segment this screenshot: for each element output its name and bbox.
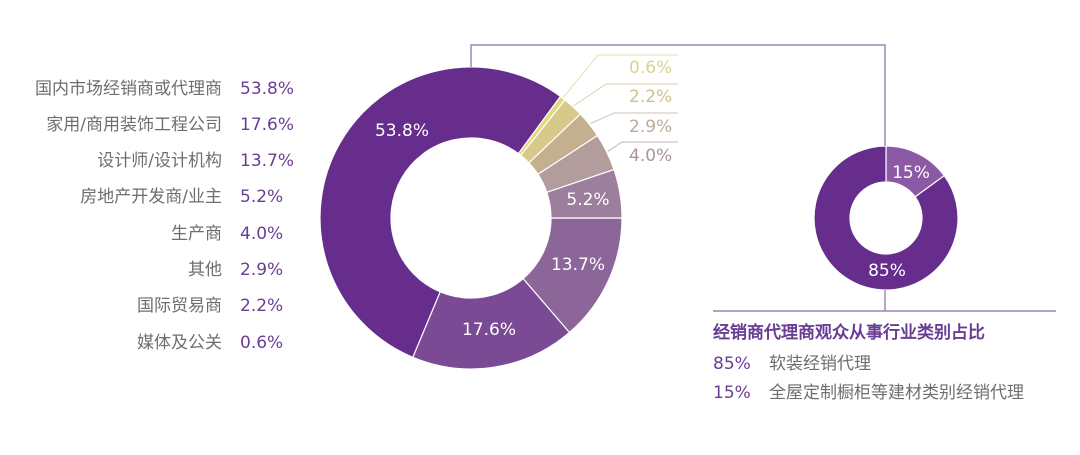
legend-value: 53.8% bbox=[240, 79, 295, 99]
legend-value: 2.9% bbox=[240, 260, 284, 280]
legend-row: 家用/商用装饰工程公司 17.6% bbox=[0, 113, 330, 137]
connector-lines bbox=[470, 44, 1056, 312]
leader-line bbox=[573, 83, 678, 107]
donut-segment bbox=[411, 277, 571, 370]
donut-segment bbox=[319, 66, 562, 359]
main-donut-chart bbox=[319, 66, 623, 370]
segment-label: 85% bbox=[868, 261, 906, 281]
leader-line bbox=[607, 141, 678, 152]
callout-label: 2.2% bbox=[629, 87, 673, 107]
callout-label: 0.6% bbox=[629, 58, 673, 78]
sub-legend-pct: 15% bbox=[713, 383, 751, 403]
segment-label: 53.8% bbox=[374, 121, 430, 141]
sub-donut-chart bbox=[813, 145, 959, 291]
legend-label: 房地产开发商/业主 bbox=[80, 187, 222, 207]
legend-label: 设计师/设计机构 bbox=[97, 151, 222, 171]
legend-row: 生产商 4.0% bbox=[0, 222, 330, 246]
legend-label: 国内市场经销商或代理商 bbox=[35, 79, 222, 99]
bracket-connector bbox=[470, 44, 886, 146]
legend-label: 其他 bbox=[188, 260, 222, 280]
legend-row: 国际贸易商 2.2% bbox=[0, 294, 330, 318]
sub-legend-text: 全屋定制橱柜等建材类别经销代理 bbox=[769, 383, 1024, 403]
legend-value: 17.6% bbox=[240, 115, 295, 135]
legend-row: 设计师/设计机构 13.7% bbox=[0, 149, 330, 173]
callout-label: 4.0% bbox=[629, 146, 673, 166]
legend-value: 0.6% bbox=[240, 333, 284, 353]
legend-label: 国际贸易商 bbox=[137, 296, 222, 316]
donut-segment bbox=[813, 145, 959, 291]
callout-label: 2.9% bbox=[629, 117, 673, 137]
sub-legend-pct: 85% bbox=[713, 354, 751, 374]
legend-value: 2.2% bbox=[240, 296, 284, 316]
callout-leader-lines bbox=[563, 54, 678, 152]
legend-label: 生产商 bbox=[171, 224, 222, 244]
legend-row: 其他 2.9% bbox=[0, 258, 330, 282]
segment-label: 5.2% bbox=[566, 190, 610, 210]
donut-segment bbox=[546, 168, 623, 219]
legend-label: 媒体及公关 bbox=[137, 333, 222, 353]
leader-line bbox=[563, 54, 678, 98]
leader-line bbox=[590, 112, 678, 125]
sub-chart-title: 经销商代理商观众从事行业类别占比 bbox=[713, 323, 985, 343]
legend-row: 国内市场经销商或代理商 53.8% bbox=[0, 77, 330, 101]
legend-row: 媒体及公关 0.6% bbox=[0, 331, 330, 355]
sub-legend-row: 85% 软装经销代理 bbox=[713, 352, 871, 376]
legend-label: 家用/商用装饰工程公司 bbox=[46, 115, 222, 135]
segment-label: 15% bbox=[892, 163, 930, 183]
segment-label: 13.7% bbox=[550, 255, 606, 275]
legend-value: 13.7% bbox=[240, 151, 295, 171]
segment-label: 17.6% bbox=[461, 320, 517, 340]
legend-value: 4.0% bbox=[240, 224, 284, 244]
legend-value: 5.2% bbox=[240, 187, 284, 207]
sub-legend-text: 软装经销代理 bbox=[769, 354, 871, 374]
sub-legend-row: 15% 全屋定制橱柜等建材类别经销代理 bbox=[713, 381, 1024, 405]
legend-row: 房地产开发商/业主 5.2% bbox=[0, 185, 330, 209]
